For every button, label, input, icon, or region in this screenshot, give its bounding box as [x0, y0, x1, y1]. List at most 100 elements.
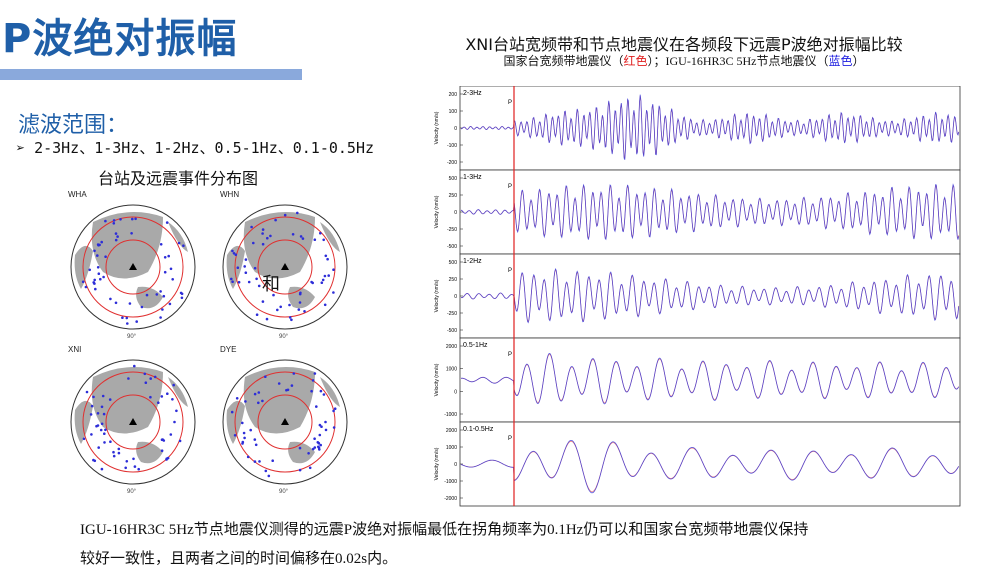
distance-ring [234, 371, 336, 473]
event-dot [241, 421, 244, 425]
event-dot [130, 232, 133, 235]
event-dot [298, 301, 302, 304]
event-dot [261, 232, 264, 235]
distance-ring [257, 239, 313, 295]
filter-bands-text: 2-3Hz、1-3Hz、1-2Hz、0.5-1Hz、0.1-0.5Hz [34, 139, 375, 157]
station-label: XNI [68, 345, 82, 354]
event-dot [247, 280, 251, 284]
event-dot [81, 280, 85, 284]
event-dot [274, 218, 277, 222]
station-map-xni: XNI 90° [68, 345, 198, 505]
event-dot [96, 254, 99, 257]
p-label: P [508, 436, 512, 442]
y-tick-label: 0 [454, 210, 457, 216]
station-label: WHA [68, 190, 87, 199]
event-dot [230, 277, 233, 281]
y-tick-label: 250 [449, 193, 458, 199]
band-label: 0.5-1Hz [463, 342, 488, 349]
event-dot [313, 437, 316, 440]
band-label: 2-3Hz [463, 90, 482, 97]
event-dot [286, 388, 290, 392]
event-dot [157, 401, 160, 404]
filter-range-heading: 滤波范围： [18, 113, 129, 138]
title-underline-bar [0, 69, 302, 80]
event-dot [173, 420, 176, 424]
event-dot [272, 293, 275, 297]
event-dot [103, 432, 106, 435]
panel-frame [459, 86, 961, 171]
event-dot [131, 217, 134, 221]
event-dot [232, 252, 236, 255]
event-dot [265, 317, 269, 321]
event-dot [324, 420, 327, 424]
event-dot [296, 211, 299, 215]
event-dot [244, 400, 247, 403]
event-dot [171, 398, 174, 401]
y-axis-label: Velocity (nm/s) [434, 279, 440, 312]
event-dot [311, 281, 314, 285]
event-dot [326, 257, 329, 261]
event-dot [109, 297, 112, 301]
event-dot [112, 450, 115, 454]
seismogram-panel: 0.5-1Hz P Velocity (nm/s) 2000 1000 0 -1000 [434, 337, 961, 423]
y-tick-label: 1000 [446, 367, 457, 373]
event-dot [90, 404, 94, 408]
longitude-tick: 90° [127, 334, 137, 340]
event-dot [167, 254, 170, 258]
y-axis-label: Velocity (nm/s) [434, 195, 440, 228]
station-map-title: 台站及远震事件分布图 [98, 169, 259, 188]
event-dot [104, 428, 107, 432]
event-dot [257, 284, 261, 288]
event-dot [319, 231, 322, 235]
event-dot [124, 466, 127, 470]
event-dot [322, 238, 325, 242]
station-triangle-icon [129, 418, 137, 425]
event-dot [277, 382, 281, 385]
station-triangle-icon [129, 263, 137, 270]
y-axis-label: Velocity (nm/s) [434, 447, 440, 480]
event-dot [97, 446, 100, 449]
event-dot [149, 377, 152, 380]
event-dot [241, 442, 244, 445]
y-tick-label: 2000 [446, 428, 457, 434]
event-dot [308, 466, 312, 470]
band-label: 1-2Hz [463, 258, 482, 265]
event-dot [332, 291, 335, 294]
event-dot [264, 469, 268, 473]
event-dot [127, 377, 130, 380]
event-dot [180, 292, 184, 296]
event-dot [269, 234, 272, 238]
event-dot [261, 300, 265, 303]
event-dot [250, 225, 253, 229]
event-dot [96, 412, 100, 415]
event-dot [321, 278, 325, 282]
event-dot [257, 391, 261, 394]
event-dot [178, 439, 182, 443]
event-dot [160, 449, 164, 452]
event-dot [267, 474, 271, 478]
event-dot [318, 433, 322, 437]
p-label: P [508, 100, 512, 106]
event-dot [271, 459, 274, 462]
station-triangle-icon [281, 263, 289, 270]
event-dot [93, 282, 96, 285]
polar-map: 90° [70, 359, 196, 495]
event-dot [255, 277, 258, 281]
event-dot [144, 381, 148, 384]
event-dot [119, 218, 122, 221]
event-dot [292, 372, 296, 375]
event-dot [298, 468, 302, 472]
event-dot [254, 443, 258, 447]
node-trace [460, 94, 960, 160]
event-dot [315, 405, 318, 408]
event-dot [258, 460, 261, 463]
y-tick-label: -200 [447, 160, 457, 166]
event-dot [264, 375, 267, 378]
event-dot [313, 446, 317, 449]
subtitle-text: ）；IGU-16HR3C 5Hz节点地震仪（ [647, 54, 829, 68]
event-dot [177, 241, 181, 245]
event-dot [160, 395, 164, 398]
event-dot [162, 294, 166, 298]
event-dot [231, 280, 234, 283]
